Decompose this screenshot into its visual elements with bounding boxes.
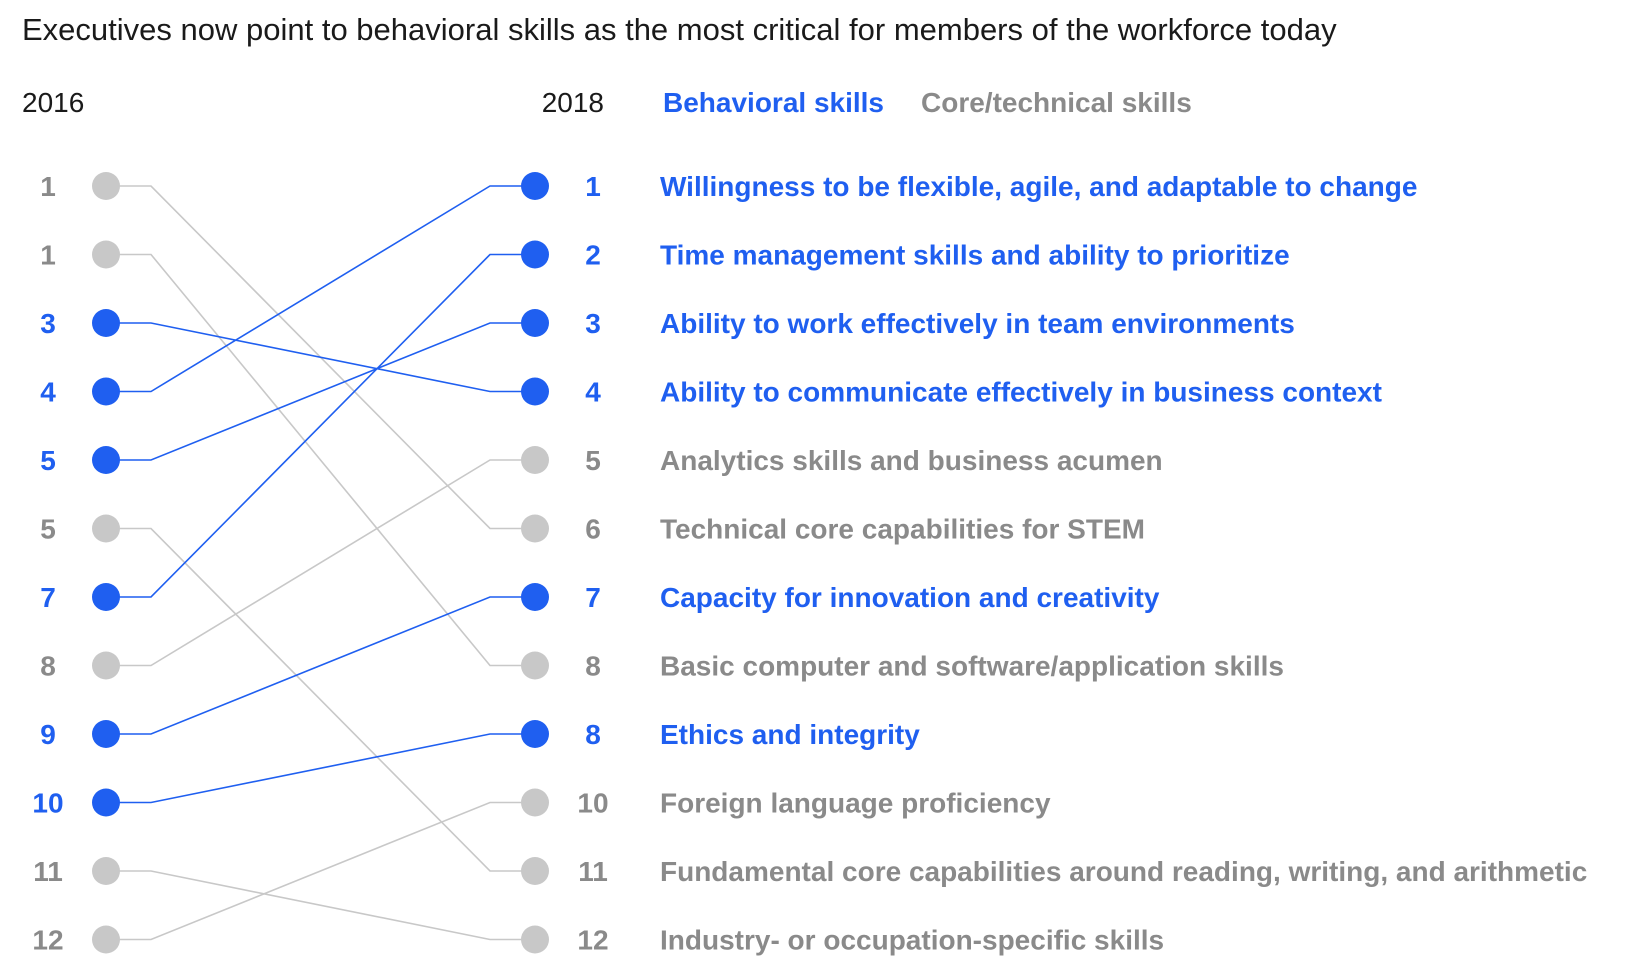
- slope-dots: [92, 172, 549, 954]
- rank-2018-label: 11: [578, 856, 608, 887]
- slope-line: [106, 459, 535, 667]
- dot-2016: [92, 172, 120, 200]
- dot-2018: [521, 514, 549, 543]
- dot-2018: [521, 925, 549, 954]
- skill-label: Industry- or occupation-specific skills: [660, 925, 1164, 956]
- slope-lines: [106, 185, 535, 941]
- skill-label: Ability to communicate effectively in bu…: [660, 377, 1382, 408]
- rank-2018-label: 5: [585, 445, 601, 476]
- rank-2016-label: 11: [33, 856, 63, 887]
- skill-label: Time management skills and ability to pr…: [660, 240, 1290, 271]
- dot-2018: [521, 857, 549, 885]
- right-year-label: 2018: [542, 87, 604, 118]
- slope-line: [106, 253, 535, 667]
- rank-2018-label: 3: [585, 308, 601, 339]
- rank-2018-label: 1: [585, 171, 601, 202]
- rank-2016-label: 1: [40, 240, 56, 271]
- dot-2016: [92, 857, 120, 885]
- slope-line: [106, 870, 535, 941]
- skill-label: Ability to work effectively in team envi…: [660, 308, 1295, 339]
- rank-2018-label: 4: [585, 377, 601, 408]
- slope-line: [106, 733, 535, 804]
- rank-2016-label: 3: [40, 308, 56, 339]
- dot-2016: [92, 446, 120, 474]
- skill-labels: Willingness to be flexible, agile, and a…: [660, 171, 1587, 956]
- rank-2018-label: 8: [585, 651, 601, 682]
- rank-2016-label: 8: [40, 651, 56, 682]
- dot-2016: [92, 377, 120, 406]
- dot-2018: [521, 446, 549, 474]
- dot-2018: [521, 240, 549, 269]
- rank-2018-label: 6: [585, 514, 601, 545]
- dot-2018: [521, 583, 549, 611]
- rank-2016-label: 10: [32, 788, 63, 819]
- skill-label: Willingness to be flexible, agile, and a…: [660, 171, 1417, 202]
- dot-2018: [521, 309, 549, 337]
- rank-2016-label: 7: [40, 582, 56, 613]
- rank-2016-label: 9: [40, 719, 56, 750]
- dot-2018: [521, 377, 549, 406]
- skill-label: Analytics skills and business acumen: [660, 445, 1163, 476]
- dot-2016: [92, 583, 120, 611]
- rank-2016-label: 1: [40, 171, 56, 202]
- rank-2016-label: 5: [40, 445, 56, 476]
- left-year-label: 2016: [22, 87, 84, 118]
- dot-2016: [92, 651, 120, 680]
- rank-2016-label: 12: [32, 925, 63, 956]
- dot-2016: [92, 925, 120, 954]
- rank-2018-label: 8: [585, 719, 601, 750]
- dot-2018: [521, 172, 549, 200]
- skill-label: Capacity for innovation and creativity: [660, 582, 1160, 613]
- rank-2016-label: 5: [40, 514, 56, 545]
- dot-2018: [521, 788, 549, 817]
- dot-2016: [92, 514, 120, 543]
- legend-behavioral: Behavioral skills: [663, 87, 884, 118]
- legend-core: Core/technical skills: [921, 87, 1192, 118]
- skill-label: Ethics and integrity: [660, 719, 920, 750]
- skill-label: Foreign language proficiency: [660, 788, 1051, 819]
- rank-2016-label: 4: [40, 377, 56, 408]
- dot-2016: [92, 720, 120, 748]
- skill-label: Basic computer and software/application …: [660, 651, 1284, 682]
- dot-2016: [92, 240, 120, 269]
- slope-line: [106, 322, 535, 393]
- rank-labels: 4 1 7 2 5 3 3 4 8 5 1 6 9 7 1 8 10 8 12 10 5 11 11 12: [32, 171, 608, 956]
- slope-line: [106, 322, 535, 461]
- rank-2018-label: 2: [585, 240, 601, 271]
- slope-line: [106, 185, 535, 393]
- rank-2018-label: 7: [585, 582, 601, 613]
- rank-2018-label: 12: [577, 925, 608, 956]
- dot-2018: [521, 651, 549, 680]
- slope-line: [106, 801, 535, 941]
- dot-2016: [92, 788, 120, 817]
- slope-line: [106, 253, 535, 598]
- skill-label: Technical core capabilities for STEM: [660, 514, 1145, 545]
- slope-line: [106, 596, 535, 735]
- skill-label: Fundamental core capabilities around rea…: [660, 856, 1587, 887]
- dot-2016: [92, 309, 120, 337]
- dot-2018: [521, 720, 549, 748]
- slope-line: [106, 527, 535, 872]
- rank-2018-label: 10: [577, 788, 608, 819]
- chart-title: Executives now point to behavioral skill…: [22, 12, 1337, 47]
